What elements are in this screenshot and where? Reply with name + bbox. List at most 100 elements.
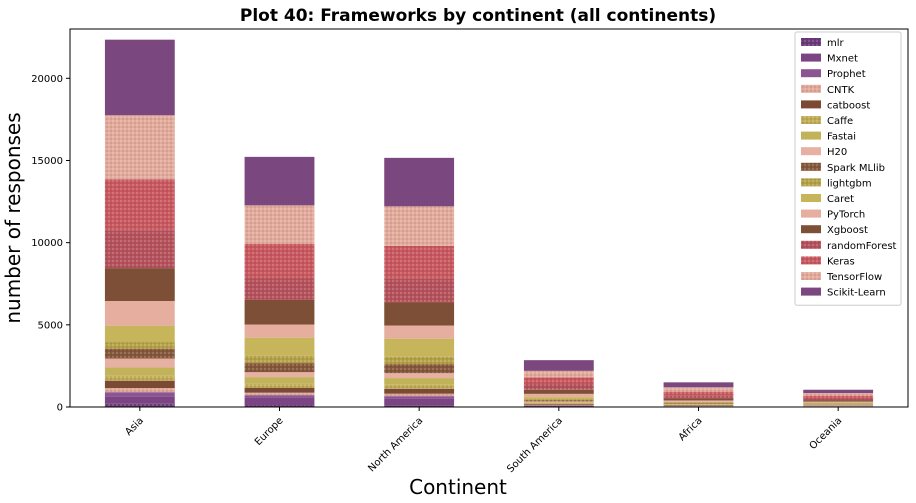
- bar-segment-pytorch-asia: [104, 300, 175, 326]
- bar-segment-texture: [663, 387, 734, 392]
- bar-segment-texture: [384, 206, 455, 246]
- bar-segment-caret-europe: [244, 337, 315, 356]
- bar-segment-texture: [104, 115, 175, 180]
- bar-segment-scikit-learn-oceania: [803, 389, 874, 394]
- plot-frame: [69, 28, 909, 408]
- legend-label: TensorFlow: [826, 272, 882, 283]
- bar-segment-prophet-europe: [244, 395, 315, 398]
- plot-area: [104, 39, 874, 407]
- legend-label: lightgbm: [827, 178, 872, 189]
- bar-segment-caret-oceania: [803, 402, 874, 404]
- bar-segment-texture: [244, 383, 315, 388]
- bar-segment-texture: [244, 278, 315, 300]
- bar-segment-texture: [803, 398, 874, 401]
- bar-segment-prophet-asia: [104, 392, 175, 397]
- legend-swatch-texture: [801, 38, 821, 46]
- legend-swatch-texture: [801, 84, 821, 93]
- bar-segment-mxnet-europe: [244, 397, 315, 406]
- bar-segment-fastai-asia: [104, 367, 175, 376]
- legend-label: CNTK: [827, 85, 855, 96]
- bar-segment-pytorch-south-america: [523, 393, 594, 398]
- bar-segment-mxnet-south-america: [523, 406, 594, 407]
- bar-segment-texture: [244, 363, 315, 373]
- bar-segment-h20-asia: [104, 358, 175, 368]
- bar-segment-texture: [104, 375, 175, 381]
- legend-label: Caret: [827, 194, 854, 205]
- bar-segment-fastai-africa: [663, 404, 734, 406]
- legend-label: H20: [827, 147, 847, 158]
- bar-segment-texture: [523, 377, 594, 384]
- y-tick-label: 10000: [31, 238, 63, 249]
- legend-label: Spark MLlib: [827, 163, 885, 174]
- bar-segment-texture: [104, 348, 175, 359]
- bar-segment-texture: [384, 393, 455, 397]
- bar-segment-fastai-europe: [244, 377, 315, 384]
- bar-segment-h20-south-america: [523, 401, 594, 403]
- legend-swatch: [801, 209, 821, 218]
- bar-segment-texture: [523, 403, 594, 405]
- legend-label: randomForest: [827, 241, 897, 252]
- legend-swatch: [801, 147, 821, 156]
- x-tick-label: Africa: [677, 415, 705, 443]
- bar-segment-texture: [384, 364, 455, 374]
- bar-segment-pytorch-africa: [663, 400, 734, 402]
- bar-segment-scikit-learn-africa: [663, 382, 734, 388]
- bar-segment-texture: [803, 395, 874, 399]
- bar-segment-texture: [523, 383, 594, 390]
- bar-segment-caret-africa: [663, 401, 734, 403]
- chart-title: Plot 40: Frameworks by continent (all co…: [240, 6, 716, 26]
- bar-segment-texture: [104, 403, 175, 407]
- bar-segment-catboost-south-america: [523, 404, 594, 406]
- x-tick-label: Europe: [253, 415, 286, 448]
- y-tick-label: 15000: [31, 156, 63, 167]
- x-tick-label: Oceania: [808, 415, 845, 452]
- bar-segment-xgboost-europe: [244, 299, 315, 325]
- legend-label: Keras: [827, 256, 855, 267]
- x-tick-label: North America: [366, 415, 425, 474]
- bar-segment-texture: [384, 356, 455, 365]
- bar-segment-h20-africa: [663, 403, 734, 405]
- bar-segment-texture: [663, 395, 734, 399]
- legend-label: Caffe: [827, 116, 853, 127]
- bar-segment-caret-north-america: [384, 338, 455, 357]
- bar-segment-h20-europe: [244, 372, 315, 378]
- legend-swatch: [801, 194, 821, 202]
- bar-segment-xgboost-north-america: [384, 302, 455, 326]
- legend-swatch-texture: [801, 272, 821, 280]
- x-tick-label: South America: [505, 415, 565, 475]
- x-axis-label: Continent: [409, 475, 507, 499]
- bar-segment-xgboost-south-america: [523, 389, 594, 394]
- bar-segment-caret-asia: [104, 325, 175, 343]
- legend-swatch: [801, 225, 821, 234]
- bar-segment-mxnet-north-america: [384, 398, 455, 406]
- legend-label: Scikit-Learn: [827, 288, 886, 299]
- legend-swatch: [801, 131, 821, 140]
- legend-label: Mxnet: [827, 54, 858, 65]
- bar-segment-xgboost-asia: [104, 268, 175, 301]
- legend-swatch-texture: [801, 162, 821, 171]
- bar-segment-texture: [663, 403, 734, 404]
- legend-frame: [794, 31, 902, 306]
- bar-segment-h20-north-america: [384, 373, 455, 379]
- y-axis: 0 5000 10000 15000 20000: [31, 74, 70, 414]
- bar-segment-catboost-north-america: [384, 388, 455, 394]
- bar-segment-pytorch-north-america: [384, 325, 455, 339]
- bar-segment-texture: [523, 400, 594, 402]
- bar-segment-texture: [104, 388, 175, 393]
- bar-segment-prophet-north-america: [384, 396, 455, 399]
- bar-segment-texture: [523, 370, 594, 378]
- x-axis: Asia Europe North America South America Afri…: [123, 407, 844, 475]
- legend-swatch: [801, 100, 821, 109]
- legend-label: Fastai: [827, 132, 856, 143]
- legend-label: catboost: [827, 100, 870, 111]
- y-tick-label: 0: [57, 403, 63, 414]
- legend-swatch: [801, 53, 821, 62]
- bar-segment-fastai-north-america: [384, 378, 455, 385]
- legend-swatch-texture: [801, 240, 821, 249]
- bar-segment-catboost-europe: [244, 387, 315, 393]
- legend-label: PyTorch: [827, 210, 865, 221]
- y-tick-label: 20000: [31, 74, 63, 85]
- bar-segment-scikit-learn-south-america: [523, 360, 594, 371]
- bar-segment-texture: [104, 342, 175, 349]
- bar-segment-texture: [384, 405, 455, 407]
